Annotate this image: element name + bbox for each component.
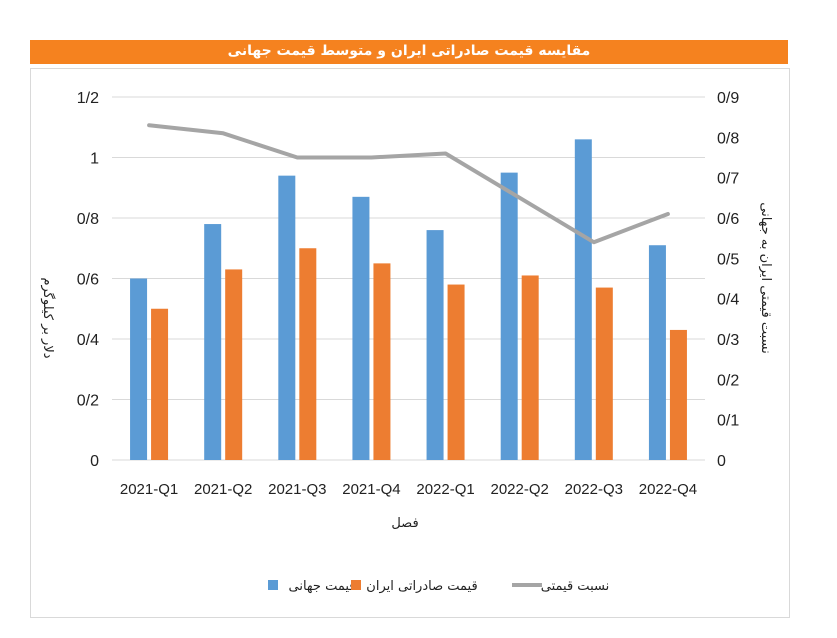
bar-iran-export-price [299, 248, 317, 460]
x-axis-ticks: 2021-Q1 2021-Q2 2021-Q3 2021-Q4 2022-Q1 2022-… [120, 481, 697, 498]
y2-axis-ticks: 0 0/1 0/2 0/3 0/4 0/5 0/6 0/7 0/8 0/9 [717, 90, 739, 470]
x-tick-label: 2021-Q3 [268, 481, 326, 498]
bar-world-price [278, 175, 296, 460]
y-tick-label: 1 [90, 151, 99, 168]
x-tick-label: 2022-Q3 [565, 481, 623, 498]
bar-world-price [426, 230, 444, 460]
y-tick-label: 0/8 [77, 211, 99, 228]
chart-title: مقایسه قیمت صادراتی ایران و متوسط قیمت ج… [227, 43, 591, 59]
y2-tick-label: 0/5 [717, 251, 739, 268]
bar-world-price [500, 172, 518, 460]
y2-tick-label: 0/8 [717, 130, 739, 147]
y-tick-label: 0/4 [77, 332, 99, 349]
y2-tick-label: 0/3 [717, 332, 739, 349]
bar-world-price [648, 245, 666, 460]
x-tick-label: 2022-Q1 [416, 481, 474, 498]
y-axis-ticks: 0 0/2 0/4 0/6 0/8 1 1/2 [77, 90, 99, 470]
ratio-line-group [147, 123, 670, 245]
legend-label-ratio: نسبت قیمتی [541, 579, 609, 594]
bar-iran-export-price [447, 284, 465, 460]
y2-tick-label: 0 [717, 453, 726, 470]
bar-iran-export-price [669, 329, 687, 460]
y-tick-label: 1/2 [77, 90, 99, 107]
x-tick-label: 2022-Q4 [639, 481, 697, 498]
y-tick-label: 0/6 [77, 272, 99, 289]
legend-label-iran: قیمت صادراتی ایران [366, 579, 477, 594]
bar-iran-export-price [151, 308, 169, 460]
gridlines [112, 96, 705, 461]
y2-axis-label: نسبت قیمتی ایران به جهانی [758, 202, 773, 353]
x-tick-label: 2021-Q4 [342, 481, 400, 498]
bars-group [130, 139, 687, 460]
ratio-line [147, 123, 670, 245]
y-tick-label: 0/2 [77, 393, 99, 410]
x-tick-label: 2022-Q2 [491, 481, 549, 498]
bar-iran-export-price [595, 287, 613, 460]
bar-world-price [574, 139, 592, 460]
y-axis-label: دلار بر کیلوگرم [40, 277, 56, 358]
y2-tick-label: 0/9 [717, 90, 739, 107]
y2-tick-label: 0/2 [717, 372, 739, 389]
bar-world-price [352, 196, 370, 460]
bar-iran-export-price [521, 275, 539, 460]
x-axis-label: فصل [391, 516, 418, 531]
x-tick-label: 2021-Q1 [120, 481, 178, 498]
bar-iran-export-price [373, 263, 391, 460]
y2-tick-label: 0/4 [717, 292, 739, 309]
legend-swatch-world [268, 580, 278, 590]
y2-tick-label: 0/6 [717, 211, 739, 228]
bar-iran-export-price [225, 269, 243, 460]
legend: قیمت جهانی قیمت صادراتی ایران نسبت قیمتی [268, 579, 609, 594]
y2-tick-label: 0/7 [717, 171, 739, 188]
y-tick-label: 0 [90, 453, 99, 470]
y2-tick-label: 0/1 [717, 413, 739, 430]
x-tick-label: 2021-Q2 [194, 481, 252, 498]
chart-title-bar: مقایسه قیمت صادراتی ایران و متوسط قیمت ج… [30, 40, 788, 64]
bar-world-price [130, 278, 148, 460]
legend-swatch-iran [351, 580, 361, 590]
chart-frame [30, 68, 790, 618]
bar-world-price [204, 224, 222, 460]
legend-label-world: قیمت جهانی [289, 579, 356, 594]
